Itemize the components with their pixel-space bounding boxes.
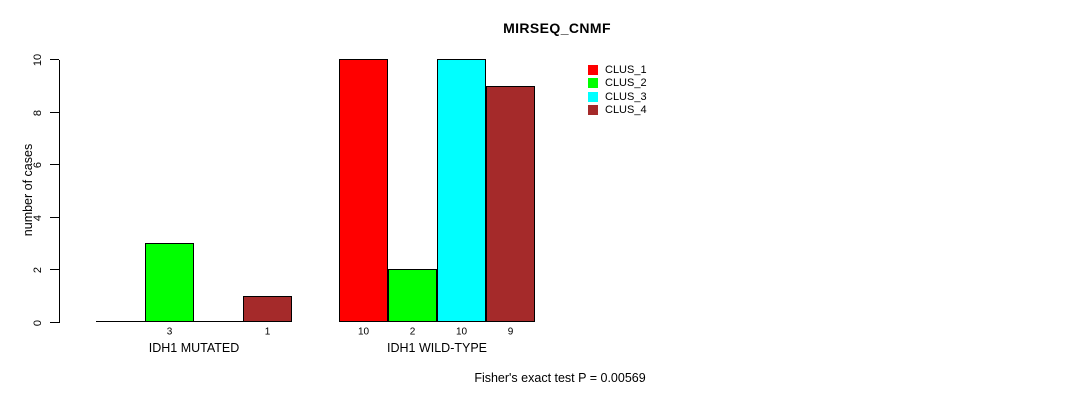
chart-title: MIRSEQ_CNMF (503, 20, 611, 36)
legend-swatch-CLUS_2 (588, 78, 598, 89)
bar-CLUS_4-idh1-wild-type (486, 86, 535, 322)
bar-CLUS_2-idh1-wild-type (388, 269, 437, 322)
y-tick (50, 59, 59, 60)
x-category-label: IDH1 WILD-TYPE (386, 340, 488, 355)
pvalue-annotation: Fisher's exact test P = 0.00569 (474, 371, 646, 385)
bar-value-label: 10 (455, 326, 468, 337)
legend-label-CLUS_2: CLUS_2 (605, 77, 647, 90)
y-tick (50, 111, 59, 113)
legend-label-CLUS_4: CLUS_4 (605, 103, 647, 116)
y-tick (50, 164, 59, 165)
bar-CLUS_2-idh1-mutated (145, 243, 194, 322)
bar-value-label: 2 (409, 326, 416, 337)
x-category-label: IDH1 MUTATED (148, 340, 240, 355)
y-tick (50, 321, 59, 323)
y-tick (50, 216, 59, 218)
bar-value-label: 3 (166, 326, 173, 337)
bar-value-label: 9 (507, 326, 514, 337)
y-tick-label: 2 (32, 266, 44, 274)
y-tick-label: 10 (32, 53, 44, 67)
legend-swatch-CLUS_1 (588, 65, 598, 75)
y-axis-label: number of cases (21, 143, 35, 237)
bar-value-label: 10 (357, 326, 370, 337)
bar-CLUS_3-idh1-wild-type (437, 59, 486, 322)
legend-label-CLUS_3: CLUS_3 (605, 90, 647, 103)
y-tick-label: 6 (32, 161, 44, 169)
y-axis-line (59, 59, 60, 323)
bar-CLUS_1-idh1-wild-type (339, 59, 388, 322)
y-tick-label: 4 (32, 214, 44, 221)
y-tick (50, 269, 59, 270)
y-tick-label: 0 (32, 319, 44, 326)
bar-CLUS_4-idh1-mutated (243, 296, 292, 322)
legend-swatch-CLUS_4 (588, 104, 598, 115)
y-tick-label: 8 (32, 109, 44, 116)
legend-label-CLUS_1: CLUS_1 (605, 64, 647, 76)
bar-value-label: 1 (264, 326, 271, 337)
x-baseline (96, 321, 292, 322)
legend-swatch-CLUS_3 (588, 91, 598, 102)
